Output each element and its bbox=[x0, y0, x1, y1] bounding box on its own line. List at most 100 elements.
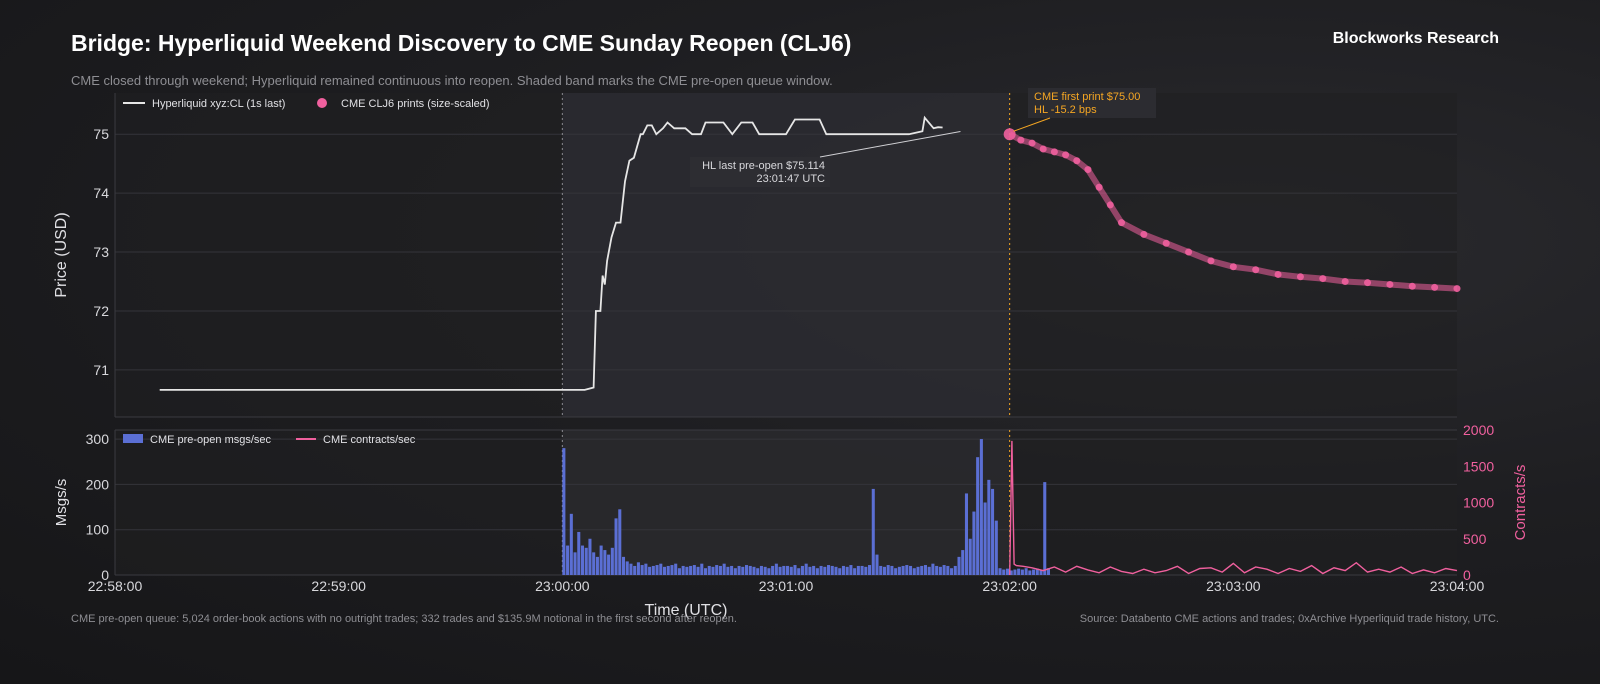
msgs-bar bbox=[633, 565, 637, 575]
msgs-bar bbox=[703, 568, 708, 575]
cme-annotation-line2: HL -15.2 bps bbox=[1034, 104, 1097, 116]
msgs-bar bbox=[894, 568, 898, 575]
msgs-bar bbox=[1028, 570, 1032, 575]
msgs-bar bbox=[681, 565, 685, 575]
msgs-bar bbox=[946, 565, 950, 575]
msgs-bar bbox=[566, 545, 570, 575]
msgs-bar bbox=[793, 565, 797, 575]
msgs-bar bbox=[797, 568, 801, 575]
msgs-bar bbox=[614, 518, 618, 575]
msgs-bar bbox=[588, 538, 592, 575]
cme-annotation-line1: CME first print $75.00 bbox=[1034, 91, 1140, 103]
msgs-bar bbox=[1017, 568, 1021, 575]
msgs-bar bbox=[912, 568, 916, 575]
cme-print-band bbox=[1008, 131, 1458, 292]
msgs-bar bbox=[1002, 569, 1006, 575]
hl-annotation-arrow bbox=[819, 131, 961, 158]
msgs-bar bbox=[651, 565, 655, 575]
msgs-bar bbox=[730, 565, 734, 575]
legend-hl-label: Hyperliquid xyz:CL (1s last) bbox=[152, 98, 285, 110]
msgs-bar bbox=[964, 493, 968, 575]
price-tick-label: 74 bbox=[93, 185, 109, 201]
msgs-bar bbox=[677, 568, 681, 575]
msgs-bar bbox=[782, 565, 786, 575]
msgs-bar bbox=[841, 565, 845, 575]
msgs-bar bbox=[935, 565, 939, 575]
msgs-bar bbox=[853, 568, 857, 575]
msgs-bar bbox=[938, 566, 942, 575]
x-tick-label: 23:02:00 bbox=[982, 578, 1037, 594]
chart-subtitle: CME closed through weekend; Hyperliquid … bbox=[71, 73, 833, 88]
msgs-bar bbox=[607, 554, 611, 575]
legend-line-label: CME contracts/sec bbox=[323, 434, 416, 446]
msgs-bar bbox=[815, 568, 819, 575]
msgs-bar bbox=[700, 563, 704, 575]
x-tick-label: 22:58:00 bbox=[88, 578, 143, 594]
msgs-bar bbox=[890, 565, 894, 575]
msgs-bar bbox=[655, 565, 659, 575]
msgs-bar bbox=[1020, 569, 1024, 575]
msgs-bar bbox=[1046, 568, 1051, 575]
msgs-bar bbox=[625, 561, 629, 575]
msgs-bar bbox=[909, 565, 913, 575]
msgs-bar bbox=[923, 565, 927, 575]
price-tick-label: 75 bbox=[93, 126, 109, 142]
msgs-bar bbox=[845, 566, 849, 575]
price-tick-label: 73 bbox=[93, 244, 109, 260]
msgs-bar bbox=[718, 565, 722, 575]
contracts-tick-label: 2000 bbox=[1463, 422, 1494, 438]
msgs-bar bbox=[994, 520, 998, 575]
msgs-bar bbox=[722, 563, 726, 575]
msgs-bar bbox=[860, 565, 864, 575]
msgs-bar bbox=[961, 550, 965, 575]
msgs-bar bbox=[733, 568, 737, 575]
brand-label: Blockworks Research bbox=[1332, 30, 1499, 47]
legend-bars-swatch bbox=[123, 434, 143, 443]
msgs-bar bbox=[916, 566, 920, 575]
msgs-bar bbox=[696, 566, 700, 575]
msgs-bar bbox=[897, 566, 901, 575]
footer-note: CME pre-open queue: 5,024 order-book act… bbox=[71, 613, 737, 625]
msgs-bar bbox=[871, 488, 875, 575]
msgs-bar bbox=[748, 565, 752, 575]
msgs-bar bbox=[927, 566, 931, 575]
msgs-bar bbox=[1013, 569, 1017, 575]
hl-price-line bbox=[159, 115, 943, 391]
msgs-bar bbox=[685, 566, 689, 575]
msgs-bar bbox=[629, 563, 633, 575]
msgs-bar bbox=[920, 565, 924, 575]
msgs-bar bbox=[879, 565, 883, 575]
msgs-bar bbox=[715, 565, 719, 575]
x-tick-label: 23:04:00 bbox=[1430, 578, 1485, 594]
msgs-bar bbox=[621, 556, 626, 575]
msgs-bar bbox=[849, 565, 853, 575]
msgs-bar bbox=[603, 550, 607, 575]
msgs-bar bbox=[953, 565, 957, 575]
hl-annotation-box bbox=[690, 157, 830, 187]
msgs-bar bbox=[573, 552, 577, 575]
msgs-bar bbox=[983, 502, 987, 575]
msgs-bar bbox=[595, 556, 599, 575]
chart-title: Bridge: Hyperliquid Weekend Discovery to… bbox=[71, 30, 852, 56]
msgs-bar bbox=[569, 513, 573, 575]
msgs-bar bbox=[979, 439, 983, 575]
price-tick-label: 72 bbox=[93, 303, 109, 319]
msgs-bar bbox=[808, 566, 812, 575]
msgs-bar bbox=[648, 566, 652, 575]
contracts-tick-label: 1000 bbox=[1463, 495, 1494, 511]
preopen-window-band-lower bbox=[562, 430, 1010, 575]
hl-annotation-line2: 23:01:47 UTC bbox=[757, 173, 826, 185]
msgs-bar bbox=[830, 565, 834, 575]
msgs-bar bbox=[1009, 570, 1013, 575]
msgs-bar bbox=[864, 566, 868, 575]
msgs-tick-label: 300 bbox=[86, 431, 110, 447]
msgs-bar bbox=[752, 566, 756, 575]
msgs-bar bbox=[707, 565, 711, 575]
msgs-bar bbox=[580, 545, 585, 575]
msgs-bar bbox=[1039, 569, 1043, 575]
msgs-bar bbox=[618, 509, 622, 575]
msgs-bar bbox=[827, 565, 831, 575]
msgs-bar bbox=[834, 566, 838, 575]
msgs-bar bbox=[812, 565, 816, 575]
msgs-bar bbox=[741, 566, 745, 575]
